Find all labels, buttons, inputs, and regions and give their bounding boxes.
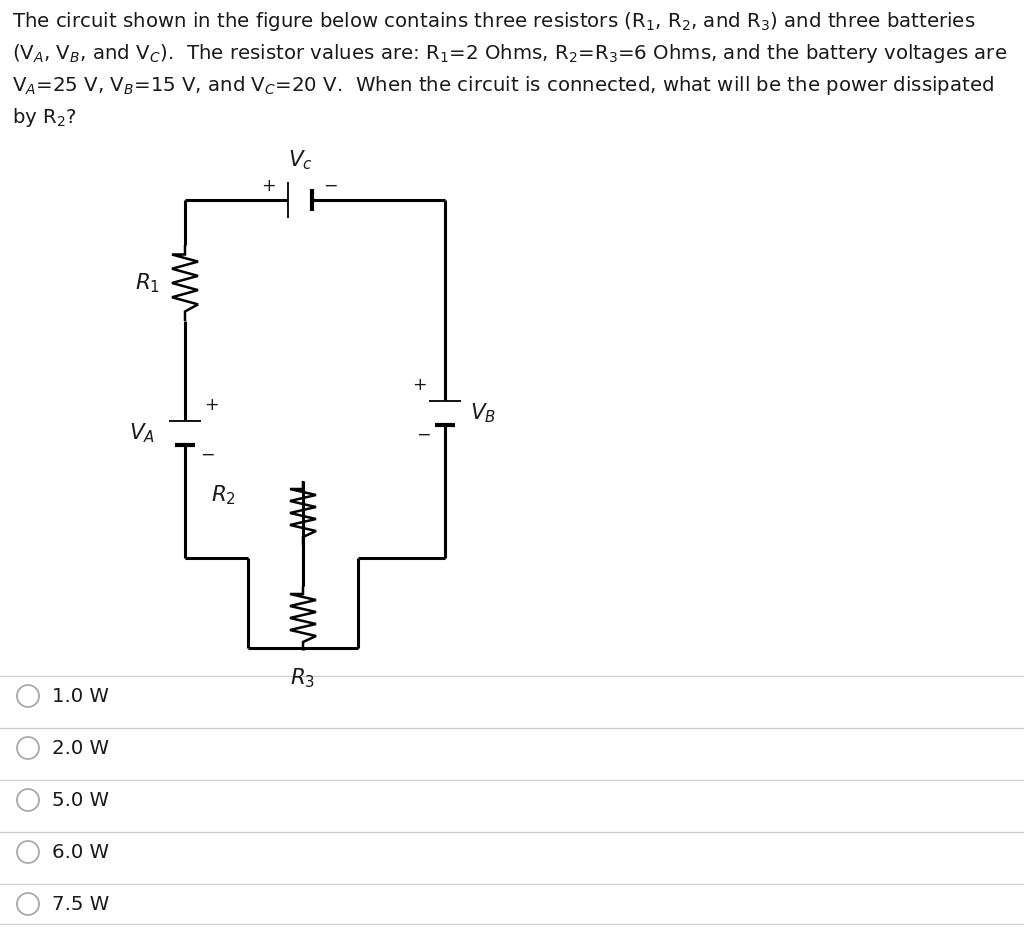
Text: $R_3$: $R_3$ (291, 666, 315, 689)
Text: 2.0 W: 2.0 W (52, 738, 109, 757)
Text: −: − (200, 446, 214, 464)
Text: 5.0 W: 5.0 W (52, 791, 109, 810)
Text: +: + (204, 396, 218, 414)
Text: +: + (261, 177, 275, 195)
Text: $V_c$: $V_c$ (288, 149, 312, 172)
Text: −: − (416, 426, 430, 444)
Text: $V_A$: $V_A$ (129, 421, 155, 445)
Text: +: + (412, 376, 426, 394)
Text: 7.5 W: 7.5 W (52, 895, 110, 914)
Text: $V_B$: $V_B$ (470, 401, 496, 425)
Text: $R_2$: $R_2$ (211, 483, 236, 507)
Text: 1.0 W: 1.0 W (52, 686, 109, 705)
Text: The circuit shown in the figure below contains three resistors (R$_1$, R$_2$, an: The circuit shown in the figure below co… (12, 10, 1008, 129)
Text: 6.0 W: 6.0 W (52, 843, 109, 862)
Text: −: − (323, 177, 337, 195)
Text: $R_1$: $R_1$ (135, 271, 160, 295)
